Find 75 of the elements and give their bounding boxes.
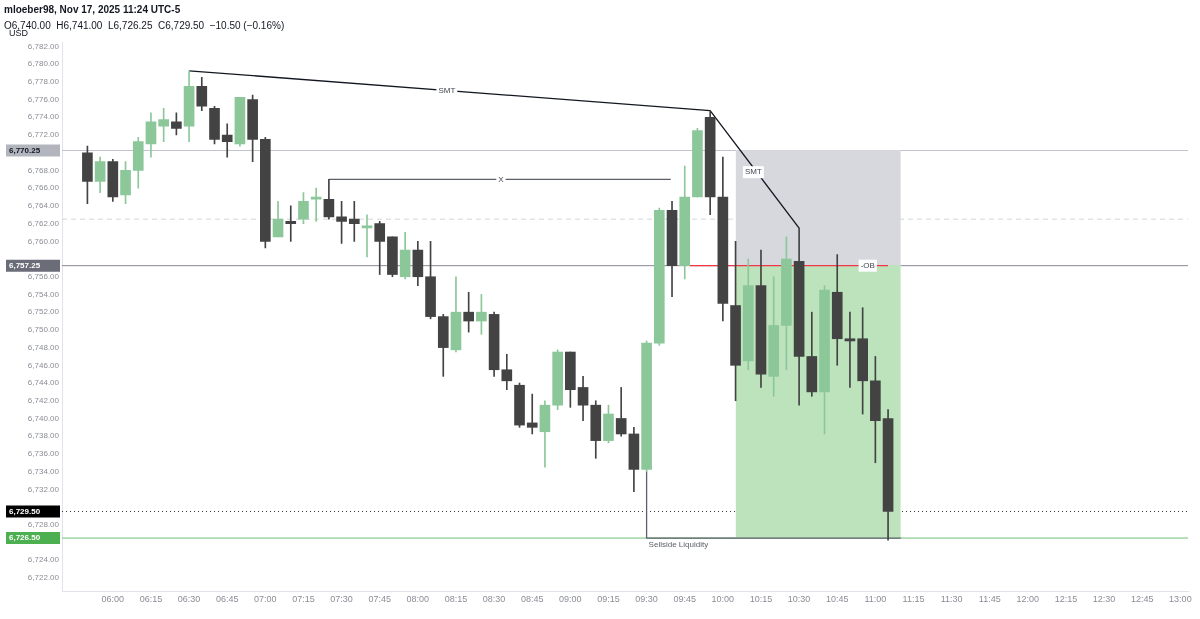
candlestick [285,205,297,242]
y-tick-label: 6,780.00 [27,59,60,69]
y-tick-label: 6,764.00 [27,201,60,211]
x-tick-label: 08:15 [444,594,468,605]
y-tick-label: 6,772.00 [27,130,60,140]
y-tick-label: 6,752.00 [27,307,60,317]
x-tick-label: 07:15 [292,594,315,605]
x-tick-label: 09:30 [635,594,658,605]
x-tick-label: 12:00 [1016,594,1040,605]
annotation: SMT [438,85,456,95]
y-tick-label: 6,768.00 [27,165,60,175]
candlestick [348,201,360,242]
y-tick-label: 6,740.00 [27,413,60,423]
candlestick [221,123,233,158]
series-label: Sellside Liquidity [648,540,709,550]
y-tick-label: 6,774.00 [27,112,60,122]
ref-line-label: 6,757.25 [9,260,41,270]
x-tick-label: 11:00 [864,594,887,605]
y-tick-label: 6,728.00 [27,519,60,529]
y-tick-label: 6,776.00 [27,94,60,104]
x-tick-label: 09:00 [559,594,582,605]
y-tick-label: 6,754.00 [27,289,60,299]
y-tick-label: 6,756.00 [27,271,60,281]
x-tick-label: 10:30 [787,594,811,605]
annotation: -OB [860,260,875,270]
x-tick-label: 06:45 [215,594,239,605]
x-tick-label: 10:45 [825,594,849,605]
x-tick-label: 06:15 [139,594,163,605]
x-tick-label: 09:15 [597,594,620,605]
chart-subtitle: O6,740.00 H6,741.00 L6,726.25 C6,729.50 −10.50 (−0.16%) [4,19,285,31]
candlestick [526,393,538,435]
x-tick-label: 12:45 [1130,594,1154,605]
chart-title: mloeber98, Nov 17, 2025 11:24 UTC-5 [4,3,181,15]
candlestick [463,291,474,333]
x-tick-label: 07:30 [330,594,353,605]
x-tick-label: 11:30 [940,594,963,605]
y-tick-label: 6,722.00 [27,573,60,583]
y-tick-label: 6,736.00 [27,449,60,459]
y-tick-label: 6,738.00 [27,431,60,441]
y-tick-label: 6,734.00 [27,466,60,476]
y-tick-label: 6,744.00 [27,378,60,388]
x-tick-label: 11:45 [978,594,1001,605]
y-tick-label: 6,760.00 [27,236,60,246]
x-tick-label: 06:30 [177,594,201,605]
x-tick-label: 08:30 [482,594,506,605]
x-tick-label: 10:15 [749,594,773,605]
y-tick-label: 6,732.00 [27,484,60,494]
x-tick-label: 12:15 [1054,594,1078,605]
x-tick-label: 08:00 [406,594,430,605]
ref-line-label: 6,770.25 [9,145,41,155]
y-tick-label: 6,748.00 [27,342,60,352]
ref-line-label: 6,726.50 [9,533,41,543]
candlestick [844,311,856,388]
y-tick-label: 6,766.00 [27,183,60,193]
y-tick-label: 6,742.00 [27,395,60,405]
x-tick-label: 13:00 [1169,594,1192,605]
x-tick-label: 10:00 [711,594,735,605]
x-tick-label: 08:45 [520,594,544,605]
candlestick [361,214,373,258]
y-tick-label: 6,762.00 [27,218,60,228]
y-tick-label: 6,782.00 [27,41,60,51]
candlestick [310,187,322,222]
ref-line-label: 6,729.50 [9,506,41,516]
y-tick-label: 6,750.00 [27,325,60,335]
x-tick-label: 07:00 [254,594,277,605]
y-tick-label: 6,746.00 [27,360,60,370]
annotation: X [498,174,505,184]
x-tick-label: 07:45 [368,594,391,605]
annotation: SMT [744,167,762,177]
x-tick-label: 12:30 [1092,594,1116,605]
x-tick-label: 11:15 [902,594,925,605]
x-tick-label: 09:45 [673,594,696,605]
y-tick-label: 6,778.00 [27,77,60,87]
y-tick-label: 6,724.00 [27,555,60,565]
x-tick-label: 06:00 [101,594,125,605]
